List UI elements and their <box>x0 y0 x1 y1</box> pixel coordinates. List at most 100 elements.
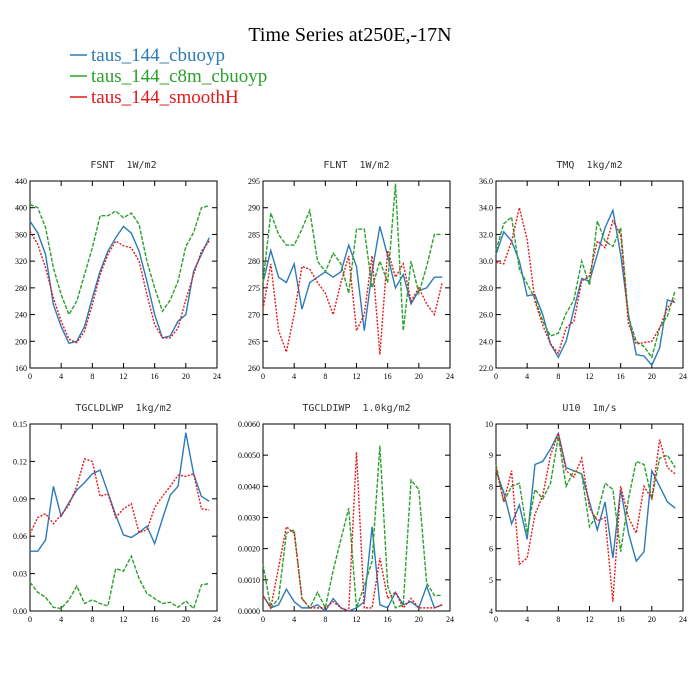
series-line <box>495 208 676 367</box>
y-tick-label: 9 <box>489 451 493 460</box>
y-tick-label: 0.0010 <box>238 576 260 585</box>
x-tick-label: 4 <box>292 615 296 624</box>
y-tick-label: 400 <box>15 204 27 213</box>
x-tick-label: 8 <box>323 372 327 381</box>
y-tick-label: 160 <box>15 364 27 373</box>
x-tick-label: 24 <box>213 372 221 381</box>
x-tick-label: 12 <box>586 615 594 624</box>
y-tick-label: 0.12 <box>13 457 27 466</box>
series-line <box>495 430 676 602</box>
x-tick-label: 4 <box>525 372 529 381</box>
x-tick-label: 20 <box>182 615 190 624</box>
x-tick-label: 8 <box>556 615 560 624</box>
series-line <box>262 250 443 355</box>
series-line <box>495 215 676 359</box>
x-tick-label: 4 <box>292 372 296 381</box>
y-tick-label: 10 <box>485 420 493 429</box>
y-tick-label: 0.0020 <box>238 545 260 554</box>
series-line <box>29 554 210 610</box>
x-tick-label: 20 <box>415 615 423 624</box>
x-tick-label: 8 <box>90 372 94 381</box>
x-tick-label: 24 <box>446 615 454 624</box>
y-tick-label: 280 <box>248 257 260 266</box>
y-tick-label: 22.0 <box>479 364 493 373</box>
y-tick-label: 275 <box>248 284 260 293</box>
panel-title: TGCLDIWP 1.0kg/m2 <box>302 403 410 414</box>
series-line <box>495 207 676 355</box>
y-tick-label: 360 <box>15 230 27 239</box>
y-tick-label: 270 <box>248 311 260 320</box>
y-tick-label: 0.0000 <box>238 607 260 616</box>
panel-title: U10 1m/s <box>562 403 616 414</box>
x-tick-label: 20 <box>415 372 423 381</box>
x-tick-label: 0 <box>28 615 32 624</box>
y-tick-label: 0.00 <box>13 607 27 616</box>
legend-label: taus_144_cbuoyp <box>91 45 225 66</box>
series-line <box>262 226 443 331</box>
plot-frame <box>495 423 684 612</box>
panel-title: FSNT 1W/m2 <box>90 160 156 171</box>
x-tick-label: 20 <box>648 615 656 624</box>
x-tick-label: 24 <box>213 615 221 624</box>
series-line <box>29 203 210 317</box>
y-tick-label: 30.0 <box>479 257 493 266</box>
series-line <box>29 230 210 344</box>
x-tick-label: 16 <box>384 615 392 624</box>
y-tick-label: 0.15 <box>13 420 27 429</box>
plot-frame <box>495 180 684 369</box>
plot-frame <box>29 180 218 369</box>
x-tick-label: 0 <box>494 372 498 381</box>
x-tick-label: 0 <box>494 615 498 624</box>
y-tick-label: 0.03 <box>13 570 27 579</box>
y-tick-label: 0.0050 <box>238 451 260 460</box>
y-tick-label: 260 <box>248 364 260 373</box>
y-tick-label: 5 <box>489 576 493 585</box>
x-tick-label: 12 <box>120 615 128 624</box>
series-line <box>262 452 443 613</box>
x-tick-label: 4 <box>59 615 63 624</box>
x-tick-label: 12 <box>353 372 361 381</box>
y-tick-label: 0.06 <box>13 532 27 541</box>
y-tick-label: 0.0040 <box>238 482 260 491</box>
y-tick-label: 0.0060 <box>238 420 260 429</box>
y-tick-label: 440 <box>15 177 27 186</box>
panel-title: FLNT 1W/m2 <box>323 160 389 171</box>
y-tick-label: 240 <box>15 311 27 320</box>
x-tick-label: 0 <box>261 372 265 381</box>
series-line <box>29 458 210 535</box>
x-tick-label: 24 <box>679 372 687 381</box>
x-tick-label: 16 <box>384 372 392 381</box>
series-line <box>262 526 443 613</box>
x-tick-label: 8 <box>323 615 327 624</box>
x-tick-label: 8 <box>556 372 560 381</box>
x-tick-label: 20 <box>648 372 656 381</box>
panel-title: TMQ 1kg/m2 <box>556 160 622 171</box>
series-line <box>262 183 443 331</box>
y-tick-label: 320 <box>15 257 27 266</box>
legend-label: taus_144_smoothH <box>91 87 239 108</box>
series-line <box>30 432 210 552</box>
plot-frame <box>262 180 451 369</box>
x-tick-label: 16 <box>151 615 159 624</box>
y-tick-label: 0.0030 <box>238 514 260 523</box>
y-tick-label: 26.0 <box>479 311 493 320</box>
y-tick-label: 200 <box>15 337 27 346</box>
y-tick-label: 295 <box>248 177 260 186</box>
x-tick-label: 20 <box>182 372 190 381</box>
x-tick-label: 4 <box>525 615 529 624</box>
x-tick-label: 4 <box>59 372 63 381</box>
x-tick-label: 0 <box>28 372 32 381</box>
x-tick-label: 24 <box>679 615 687 624</box>
y-tick-label: 290 <box>248 204 260 213</box>
y-tick-label: 265 <box>248 337 260 346</box>
series-line <box>29 220 210 345</box>
x-tick-label: 16 <box>151 372 159 381</box>
y-tick-label: 4 <box>489 607 493 616</box>
x-tick-label: 24 <box>446 372 454 381</box>
y-tick-label: 24.0 <box>479 337 493 346</box>
y-tick-label: 32.0 <box>479 230 493 239</box>
legend-label: taus_144_c8m_cbuoyp <box>91 66 267 87</box>
y-tick-label: 36.0 <box>479 177 493 186</box>
figure-title: Time Series at250E,-17N <box>248 24 451 46</box>
